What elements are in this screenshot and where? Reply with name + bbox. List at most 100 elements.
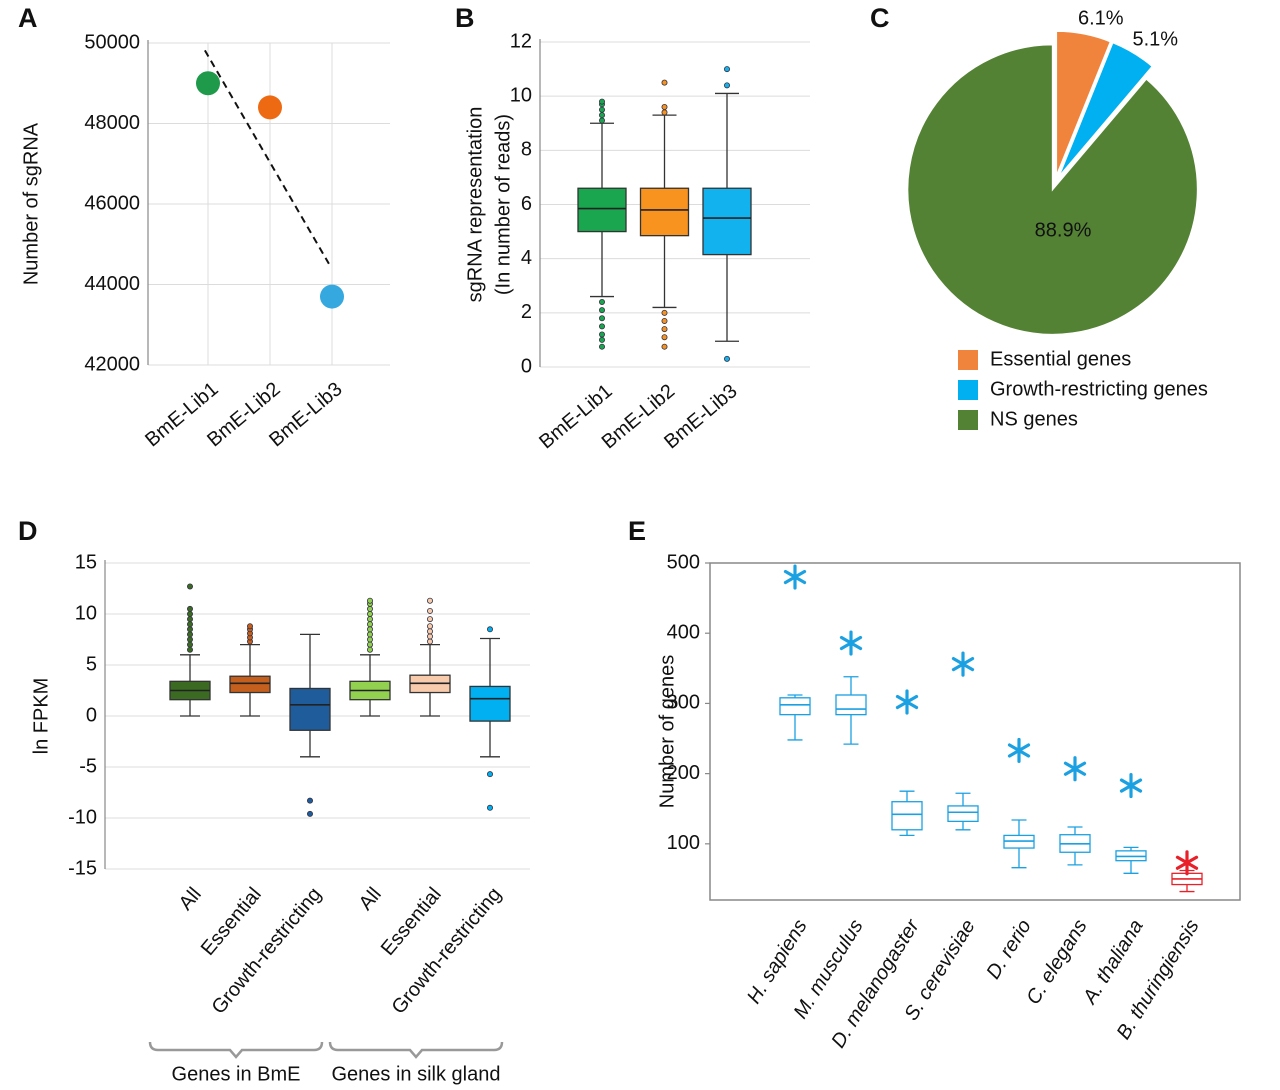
outlier (599, 331, 606, 338)
asterisk-marker (895, 689, 919, 715)
y-tick-label: 0 (86, 704, 97, 726)
group-brace (148, 1041, 324, 1059)
asterisk-marker (1007, 737, 1031, 764)
y-tick-label: 8 (521, 139, 532, 161)
panel-letter: B (455, 3, 475, 33)
outlier (366, 631, 373, 638)
whisker-low (480, 721, 500, 758)
outlier (366, 636, 373, 643)
group-brace (328, 1041, 504, 1059)
outlier (426, 597, 433, 604)
outlier (599, 343, 606, 350)
asterisk-marker (783, 564, 807, 590)
legend-swatch (958, 350, 978, 370)
outlier (186, 605, 193, 612)
panel-letter: D (18, 516, 38, 546)
pie-slice (906, 43, 1199, 336)
y-tick-label: 10 (75, 602, 97, 624)
outlier (486, 771, 493, 778)
outlier (486, 804, 493, 811)
outlier (186, 583, 193, 590)
outlier (724, 82, 731, 89)
whisker-low (1123, 860, 1139, 874)
outlier (599, 307, 606, 314)
pie-value-label: 88.9% (1035, 219, 1092, 241)
whisker-high (843, 676, 859, 695)
y-tick-label: 15 (75, 551, 97, 573)
outlier (186, 641, 193, 648)
y-axis-label: sgRNA representation (464, 107, 486, 303)
whisker-low (843, 714, 859, 745)
outlier (186, 631, 193, 638)
outlier (186, 611, 193, 618)
asterisk-marker (951, 651, 975, 677)
whisker-low (300, 730, 320, 758)
outlier (366, 646, 373, 653)
y-tick-label: 500 (667, 551, 700, 573)
whisker-low (899, 829, 915, 837)
outlier (186, 626, 193, 633)
outlier (366, 641, 373, 648)
y-tick-label: 48000 (84, 112, 140, 134)
x-tick-label: D. rerio (982, 916, 1035, 983)
outlier (599, 336, 606, 343)
outlier (186, 636, 193, 643)
y-axis-label: (In number of reads) (492, 114, 514, 295)
whisker-low (1011, 848, 1027, 869)
outlier (186, 621, 193, 628)
whisker-low (180, 699, 200, 717)
outlier (661, 109, 668, 116)
panel-letter: A (18, 3, 38, 33)
whisker-high (180, 654, 200, 682)
y-axis-label: ln FPKM (30, 678, 52, 755)
whisker-high (480, 637, 500, 687)
pie-slice (1057, 41, 1154, 178)
outlier (186, 646, 193, 653)
outlier (246, 623, 253, 630)
outlier (599, 112, 606, 119)
whisker-low (955, 821, 971, 831)
outlier (186, 616, 193, 623)
whisker-low (1067, 852, 1083, 866)
outlier (599, 98, 606, 105)
y-tick-label: -5 (79, 755, 97, 777)
outlier (661, 334, 668, 341)
whisker-high (899, 790, 915, 802)
outlier (661, 326, 668, 333)
y-tick-label: 100 (667, 832, 700, 854)
outlier (724, 355, 731, 362)
whisker-low (240, 692, 260, 717)
outlier (426, 638, 433, 645)
outlier (426, 616, 433, 623)
outlier (426, 633, 433, 640)
outlier (724, 66, 731, 73)
point (320, 284, 344, 309)
whisker-high (360, 654, 380, 682)
x-tick-label: All (355, 883, 386, 914)
outlier (661, 79, 668, 86)
outlier (426, 623, 433, 630)
y-axis-label: Number of sgRNA (20, 122, 42, 285)
outlier (661, 309, 668, 316)
y-tick-label: 400 (667, 621, 700, 643)
whisker-high (1067, 826, 1083, 835)
outlier (366, 616, 373, 623)
whisker-high (300, 633, 320, 689)
outlier (661, 317, 668, 324)
asterisk-marker (1063, 756, 1087, 782)
box (289, 687, 331, 731)
legend-swatch (958, 380, 978, 400)
whisker-high (715, 92, 739, 189)
outlier (486, 626, 493, 633)
outlier (426, 628, 433, 635)
outlier (366, 611, 373, 618)
outlier (661, 104, 668, 111)
y-tick-label: 200 (667, 762, 700, 784)
outlier (661, 343, 668, 350)
whisker-low (1179, 884, 1195, 893)
whisker-low (360, 699, 380, 717)
outlier (366, 605, 373, 612)
box (835, 694, 867, 716)
box (229, 675, 271, 694)
